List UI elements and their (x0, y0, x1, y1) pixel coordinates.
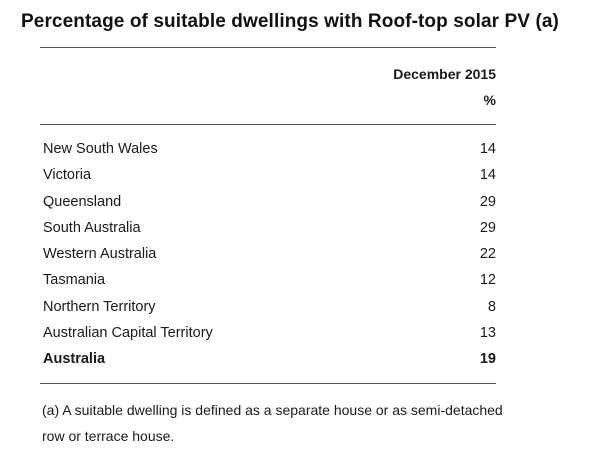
footnote: (a) A suitable dwelling is defined as a … (42, 402, 503, 444)
top-divider (40, 47, 496, 48)
header-divider (40, 124, 496, 125)
row-label: New South Wales (43, 141, 158, 157)
row-label: Northern Territory (43, 298, 156, 315)
column-header-unit: % (483, 92, 496, 108)
row-value: 13 (479, 325, 496, 342)
column-header-period: December 2015 (393, 66, 496, 82)
row-value: 29 (479, 193, 496, 210)
table-row: Tasmania 12 (40, 268, 496, 294)
total-value: 19 (479, 351, 496, 368)
table-row: Queensland 29 (40, 190, 496, 216)
row-value: 22 (479, 246, 496, 263)
table-title: Percentage of suitable dwellings with Ro… (21, 11, 559, 32)
row-value: 8 (487, 298, 496, 315)
row-label: Queensland (43, 193, 122, 210)
total-row: Australia 19 (40, 347, 496, 373)
row-label: Australian Capital Territory (43, 325, 213, 342)
table-row: Victoria 14 (40, 163, 496, 189)
row-label: Tasmania (43, 272, 106, 289)
total-label: Australia (43, 351, 106, 368)
row-value: 14 (479, 167, 496, 184)
row-value: 14 (479, 141, 496, 157)
row-label: Western Australia (43, 246, 157, 263)
table-row: South Australia 29 (40, 216, 496, 242)
row-value: 12 (479, 272, 496, 289)
footer-divider (40, 383, 496, 384)
row-label: South Australia (43, 219, 141, 236)
table-row: New South Wales 14 (40, 137, 496, 163)
row-label: Victoria (43, 167, 92, 184)
row-value: 29 (479, 219, 496, 236)
table-row: Northern Territory 8 (40, 295, 496, 321)
table-row: Australian Capital Territory 13 (40, 321, 496, 347)
table-row: Western Australia 22 (40, 242, 496, 268)
data-table: New South Wales 14 Victoria 14 Queenslan… (40, 137, 496, 374)
